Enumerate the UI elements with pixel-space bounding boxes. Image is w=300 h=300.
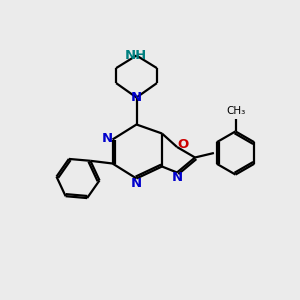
Text: CH₃: CH₃ — [226, 106, 246, 116]
Text: NH: NH — [125, 49, 147, 62]
Text: N: N — [172, 171, 183, 184]
Text: N: N — [101, 132, 113, 145]
Text: N: N — [130, 91, 142, 104]
Text: O: O — [177, 137, 189, 151]
Text: N: N — [130, 177, 142, 190]
